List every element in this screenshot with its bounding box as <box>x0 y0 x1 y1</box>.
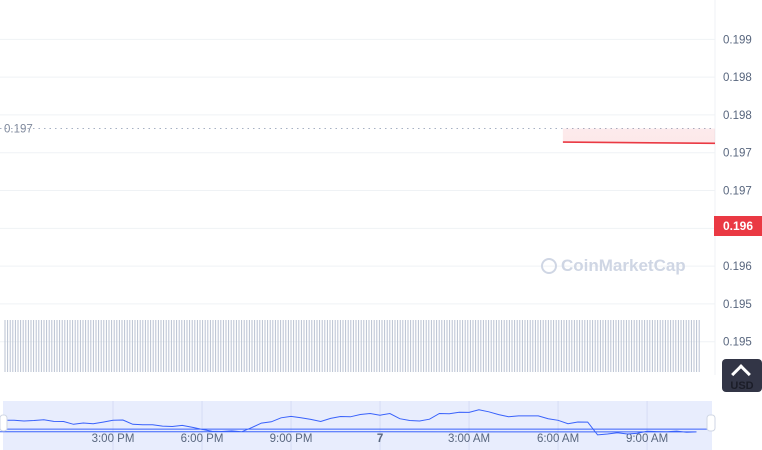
navigator-handle-right[interactable] <box>706 414 716 432</box>
y-tick-label: 0.199 <box>723 34 752 46</box>
navigator-line <box>0 409 712 436</box>
navigator-tick-label: 3:00 PM <box>92 433 135 445</box>
navigator-tick-label: 3:00 AM <box>448 433 490 445</box>
navigator-tick-label: 6:00 PM <box>181 433 224 445</box>
volume-bars <box>4 320 700 372</box>
y-tick-label: 0.195 <box>723 299 752 311</box>
navigator-tick-label: 9:00 AM <box>626 433 668 445</box>
current-price-badge: 0.196 <box>714 216 762 237</box>
y-tick-label: 0.198 <box>723 110 752 122</box>
y-tick-label: 0.197 <box>723 186 752 198</box>
price-area-fills <box>562 128 715 144</box>
y-tick-label: 0.195 <box>723 337 752 349</box>
baseline-label: 0.197 <box>4 124 33 136</box>
area-below-baseline <box>562 128 715 144</box>
navigator-tick-label: 6:00 AM <box>537 433 579 445</box>
watermark: CoinMarketCap <box>541 256 686 276</box>
navigator-background <box>3 401 712 450</box>
navigator-handle-left[interactable] <box>0 414 8 432</box>
y-tick-label: 0.197 <box>723 148 752 160</box>
grid-lines <box>0 38 715 343</box>
navigator-tick-label: 9:00 PM <box>270 433 313 445</box>
y-tick-label: 0.198 <box>723 72 752 84</box>
currency-toggle-button[interactable]: USD <box>722 359 762 392</box>
navigator-tick-label: 7 <box>377 433 383 445</box>
y-axis-labels: 0.199 0.198 0.198 0.197 0.197 0.196 0.195 0.195 <box>723 34 752 348</box>
y-tick-label: 0.196 <box>723 261 752 273</box>
coinmarketcap-logo-icon <box>541 258 557 274</box>
range-navigator[interactable]: 3:00 PM 6:00 PM 9:00 PM 7 3:00 AM 6:00 AM 9:00… <box>0 401 716 450</box>
